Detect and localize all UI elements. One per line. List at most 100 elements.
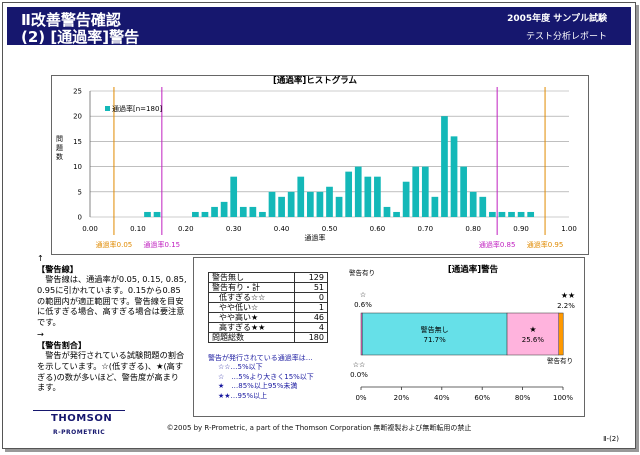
histogram-bar <box>239 206 247 217</box>
histogram-bar <box>393 211 400 217</box>
histogram-bar <box>297 176 305 217</box>
histogram-bar <box>211 206 218 217</box>
histogram-chart-frame <box>51 75 589 255</box>
histogram-bar <box>460 166 467 217</box>
x-tick-label: 0.70 <box>418 225 434 233</box>
report-name: テスト分析レポート <box>525 32 607 42</box>
stats-value: 46 <box>294 312 328 323</box>
histogram-bar <box>335 196 343 217</box>
warning-stats-table: 警告無し 129 警告有り・計 51 低すぎる☆☆ 0 やや低い☆ 1 やや高い★ 46 高すぎる★… <box>208 272 328 343</box>
histogram-bar <box>479 196 487 217</box>
histogram-bar <box>287 191 295 217</box>
histogram-bar <box>201 211 209 217</box>
legend-line: ☆☆…5%以下 <box>218 363 263 372</box>
right-arrow-icon: → <box>37 329 44 339</box>
histogram-bar <box>354 166 362 217</box>
y-tick-label: 25 <box>73 88 82 96</box>
stats-label: やや低い☆ <box>208 302 295 313</box>
logo-line1: THOMSON <box>51 413 113 424</box>
stats-row: やや低い☆ 1 <box>208 302 328 313</box>
reference-line-label: 通過率0.05 <box>96 240 133 249</box>
histogram-bar <box>489 211 496 217</box>
warning-line-heading: 【警告線】 <box>37 263 78 274</box>
warning-legend: 警告が発行されている通過率は… ☆☆…5%以下 ☆ …5%より大きく15%以下 … <box>208 354 314 401</box>
reference-line-label: 通過率0.15 <box>144 240 181 249</box>
y-tick-label: 15 <box>73 138 82 146</box>
histogram-bar <box>517 211 525 217</box>
stats-row: やや高い★ 46 <box>208 312 328 323</box>
stats-row: 警告無し 129 <box>208 272 328 283</box>
stats-label: 低すぎる☆☆ <box>208 292 295 303</box>
warning-ratio-heading: 【警告割合】 <box>37 339 87 350</box>
warning-panel: 警告無し 129 警告有り・計 51 低すぎる☆☆ 0 やや低い☆ 1 やや高い★ 46 高すぎる★… <box>193 257 585 417</box>
histogram-bar <box>144 211 151 217</box>
stats-value: 129 <box>294 272 328 283</box>
histogram-bar <box>192 211 199 217</box>
stats-row: 警告有り・計 51 <box>208 282 328 293</box>
x-tick-label: 0.10 <box>130 225 146 233</box>
histogram-bar <box>259 211 266 217</box>
histogram-bar <box>374 176 381 217</box>
histogram-xlabel: 通過率 <box>305 233 326 242</box>
histogram-bar <box>220 201 228 217</box>
legend-line: ☆ …5%より大きく15%以下 <box>218 372 314 381</box>
histogram-bar <box>326 186 333 217</box>
histogram-y-ticks: 0 5 10 15 20 25 <box>73 88 82 222</box>
thomson-logo: THOMSON R-PROMETRIC <box>33 410 125 439</box>
reference-line-label: 通過率0.95 <box>527 240 564 249</box>
up-arrow-icon: ↑ <box>37 253 44 263</box>
warning-line-note: ↑ 【警告線】 警告線は、通過率が0.05, 0.15, 0.85, 0.95に… <box>37 253 187 328</box>
stats-value: 51 <box>294 282 328 293</box>
stats-row: 問題総数 180 <box>208 332 328 343</box>
x-tick-label: 0.60 <box>370 225 386 233</box>
x-tick-label: 0.50 <box>322 225 338 233</box>
y-tick-label: 0 <box>78 214 82 222</box>
histogram-bar <box>421 166 429 217</box>
y-tick-label: 10 <box>73 163 82 171</box>
histogram-bar <box>450 136 458 217</box>
histogram-ylabel: 問題数 <box>56 135 63 161</box>
histogram-bar <box>345 171 353 217</box>
exam-name: 2005年度 サンプル試験 <box>507 14 607 24</box>
histogram-bars <box>144 116 535 217</box>
histogram-bar <box>278 196 285 217</box>
stats-label: やや高い★ <box>208 312 295 323</box>
histogram-bar <box>469 191 477 217</box>
x-tick-label: 1.00 <box>561 225 577 233</box>
histogram-bar <box>230 176 238 217</box>
warning-ratio-text: 警告が発行されている試験問題の割合を示しています。☆(低すぎる)、★(高すぎる)… <box>37 350 185 393</box>
x-tick-label: 0.00 <box>82 225 98 233</box>
histogram-bar <box>383 206 391 217</box>
histogram-bar <box>249 206 257 217</box>
histogram-title: [通過率]ヒストグラム <box>273 75 358 86</box>
x-tick-label: 0.80 <box>465 225 481 233</box>
histogram-reference-lines: 通過率0.05 通過率0.15 通過率0.85 通過率0.95 <box>96 87 564 249</box>
histogram-bar <box>431 196 439 217</box>
stats-value: 0 <box>294 292 328 303</box>
page-number: Ⅱ-(2) <box>603 435 619 443</box>
x-tick-label: 0.20 <box>178 225 194 233</box>
legend-title: 警告が発行されている通過率は… <box>208 354 313 362</box>
x-tick-label: 0.90 <box>513 225 529 233</box>
stats-label: 警告無し <box>208 272 295 283</box>
footer-copyright: ©2005 by R-Prometric, a part of the Thom… <box>166 424 472 432</box>
histogram-bar <box>527 211 535 217</box>
histogram-bar <box>412 166 420 217</box>
y-tick-label: 5 <box>78 188 82 196</box>
stats-label: 問題総数 <box>208 332 295 343</box>
subsection-title: (2) [通過率]警告 <box>21 28 140 46</box>
histogram-bar <box>402 181 410 217</box>
stats-label: 警告有り・計 <box>208 282 295 293</box>
histogram-bar <box>268 191 276 217</box>
histogram-bar <box>498 211 506 217</box>
report-page: Ⅱ改善警告確認 (2) [通過率]警告 2005年度 サンプル試験 テスト分析レ… <box>2 2 636 449</box>
stats-value: 1 <box>294 302 328 313</box>
y-tick-label: 20 <box>73 113 82 121</box>
histogram-bar <box>153 211 161 217</box>
histogram-x-ticks: 0.00 0.10 0.20 0.30 0.40 0.50 0.60 0.70 0.80 0.90… <box>82 225 577 233</box>
legend-line: ★★…95%以上 <box>218 391 268 400</box>
title-banner: Ⅱ改善警告確認 (2) [通過率]警告 2005年度 サンプル試験 テスト分析レ… <box>7 7 631 46</box>
warning-ratio-note: → 【警告割合】 警告が発行されている試験問題の割合を示しています。☆(低すぎる… <box>37 329 187 393</box>
legend-swatch <box>105 106 110 111</box>
